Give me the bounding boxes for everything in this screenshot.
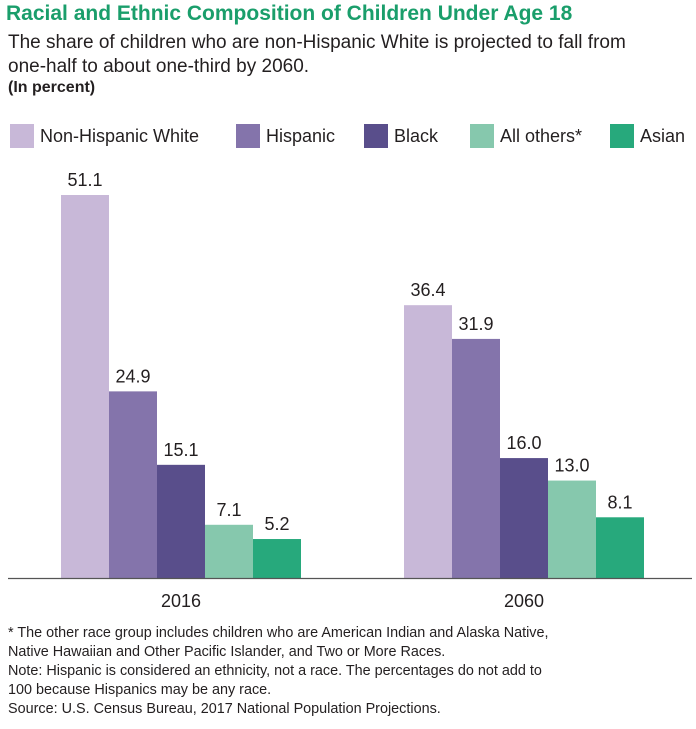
chart-subtitle: The share of children who are non-Hispan… xyxy=(8,32,626,77)
legend-label: All others* xyxy=(500,125,583,146)
unit-label: (In percent) xyxy=(8,79,96,96)
data-label: 5.2 xyxy=(264,514,289,534)
bar-asian-2016 xyxy=(253,539,301,578)
bar-chart: 51.1 24.9 15.1 7.1 5.2 2016 36.4 31.9 16.0 13.0 8.… xyxy=(8,170,692,611)
legend-label: Hispanic xyxy=(266,125,336,146)
source-line: Source: U.S. Census Bureau, 2017 Nationa… xyxy=(8,701,441,717)
bar-all-others-2060 xyxy=(548,480,596,578)
data-label: 31.9 xyxy=(458,314,493,334)
footnote-line: Native Hawaiian and Other Pacific Island… xyxy=(8,644,446,660)
data-label: 13.0 xyxy=(554,456,589,476)
bar-black-2016 xyxy=(157,464,205,578)
chart-notes: * The other race group includes children… xyxy=(8,624,693,719)
bar-black-2060 xyxy=(500,458,548,578)
data-label: 7.1 xyxy=(216,500,241,520)
legend-item-all-others: All others* xyxy=(470,122,582,150)
x-tick-label: 2016 xyxy=(161,591,201,611)
x-tick-label: 2060 xyxy=(504,591,544,611)
bar-all-others-2016 xyxy=(205,524,253,578)
legend-item-non-hispanic-white: Non-Hispanic White xyxy=(10,122,199,150)
legend-item-hispanic: Hispanic xyxy=(236,122,335,150)
legend-label: Asian xyxy=(640,125,686,146)
legend-swatch xyxy=(610,124,634,148)
chart-title: Racial and Ethnic Composition of Childre… xyxy=(6,2,573,25)
data-label: 51.1 xyxy=(67,170,102,190)
legend-swatch xyxy=(364,124,388,148)
legend-label: Black xyxy=(394,125,439,146)
legend-swatch xyxy=(236,124,260,148)
bar-non-hispanic-white-2060 xyxy=(404,305,452,578)
bar-non-hispanic-white-2016 xyxy=(61,195,109,578)
legend-label: Non-Hispanic White xyxy=(40,125,200,146)
data-label: 8.1 xyxy=(607,492,632,512)
legend-item-black: Black xyxy=(364,122,438,150)
legend-swatch xyxy=(470,124,494,148)
chart-legend: Non-Hispanic White Hispanic Black All ot… xyxy=(10,122,696,150)
note-line: 100 because Hispanics may be any race. xyxy=(8,682,272,698)
bar-hispanic-2016 xyxy=(109,391,157,578)
bar-hispanic-2060 xyxy=(452,338,500,578)
bar-asian-2060 xyxy=(596,517,644,578)
data-label: 15.1 xyxy=(163,440,198,460)
data-label: 36.4 xyxy=(410,280,445,300)
legend-item-asian: Asian xyxy=(610,122,685,150)
data-label: 16.0 xyxy=(506,433,541,453)
legend-swatch xyxy=(10,124,34,148)
footnote-line: * The other race group includes children… xyxy=(8,625,549,641)
data-label: 24.9 xyxy=(115,366,150,386)
note-line: Note: Hispanic is considered an ethnicit… xyxy=(8,663,542,679)
